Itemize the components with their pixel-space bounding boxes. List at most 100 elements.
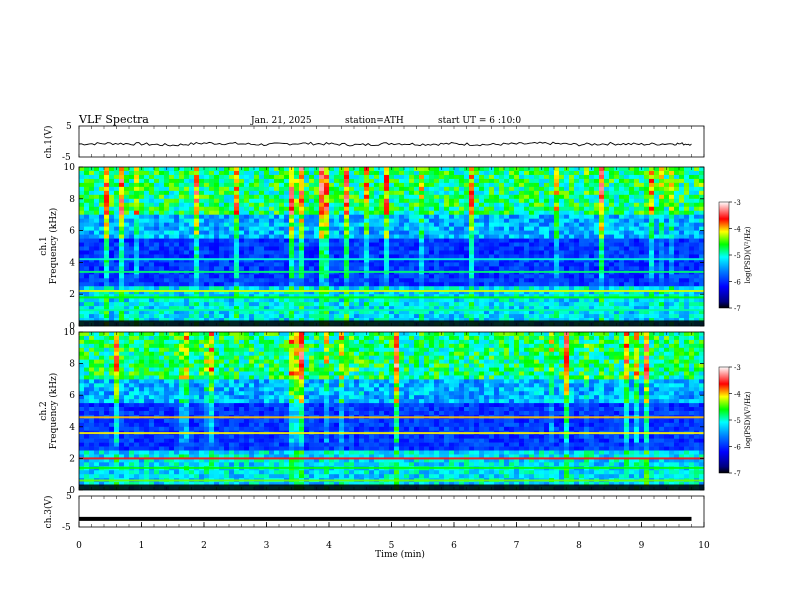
spectrogram-cell [429,230,435,235]
spectrogram-cell [324,210,330,215]
spectrogram-cell [514,302,520,307]
spectrogram-cell [104,186,110,192]
spectrogram-cell [219,310,225,315]
spectrogram-cell [559,198,565,204]
spectrogram-cell [99,282,105,287]
spectrogram-cell [639,266,645,271]
spectrogram-cell [519,266,525,271]
spectrogram-cell [494,246,500,251]
spectrogram-cell [194,310,200,315]
spectrogram-cell [639,246,645,251]
spectrogram-cell [294,274,300,279]
spectrogram-cell [329,286,335,291]
spectrogram-cell [369,258,375,263]
spectrogram-cell [459,318,465,323]
spectrogram-cell [629,222,635,227]
spectrogram-cell [609,178,615,184]
spectrogram-cell [664,238,670,243]
spectrogram-cell [664,190,670,196]
spectrogram-cell [379,182,385,188]
spectrogram-cell [634,282,640,287]
spectrogram-cell [254,278,260,283]
spectrogram-cell [609,314,615,319]
spectrogram-cell [384,294,390,299]
spectrogram-cell [239,246,245,251]
spectrogram-cell [659,182,665,188]
spectrogram-cell [399,242,405,247]
spectrogram-cell [209,246,215,251]
spectrogram-cell [669,230,675,235]
spectrogram-cell [199,282,205,287]
spectrogram-cell [384,210,390,215]
spectrogram-cell [534,222,540,227]
spectrogram-cell [109,286,115,291]
spectrogram-cell [244,306,250,311]
spectrogram-cell [469,210,475,215]
spectrogram-cell [414,258,420,263]
spectrogram-cell [594,274,600,279]
spectrogram-cell [189,182,195,188]
spectrogram-cell [344,190,350,196]
spectrogram-cell [154,210,160,215]
spectrogram-cell [269,274,275,279]
spectrogram-cell [79,182,85,188]
spectrogram-cell [244,274,250,279]
spectrogram-cell [259,174,265,180]
spectrogram-cell [259,278,265,283]
spectrogram-cell [514,210,520,215]
spectrogram-cell [89,246,95,251]
spectrogram-cell [374,226,380,231]
spectrogram-cell [359,314,365,319]
spectrogram-cell [519,218,525,223]
spectrogram-cell [334,234,340,239]
spectrogram-cell [159,222,165,227]
spectrogram-cell [164,178,170,184]
spectrogram-cell [579,254,585,259]
spectrogram-cell [204,290,210,295]
spectrogram-cell [419,310,425,315]
spectrogram-cell [104,282,110,287]
spectrogram-cell [109,178,115,184]
spectrogram-cell [539,282,545,287]
spectrogram-cell [179,230,185,235]
spectrogram-cell [694,290,700,295]
spectrogram-cell [169,202,175,208]
spectrogram-cell [654,286,660,291]
spectrogram-cell [629,314,635,319]
spectrogram-cell [124,206,130,212]
spectrogram-cell [339,302,345,307]
spectrogram-cell [664,294,670,299]
spectrogram-cell [579,298,585,303]
spectrogram-cell [329,310,335,315]
spectrogram-cell [604,294,610,299]
spectrogram-cell [424,318,430,323]
spectrogram-cell [679,246,685,251]
spectrogram-cell [164,318,170,323]
spectrogram-cell [699,238,705,243]
spectrogram-cell [519,314,525,319]
spectrogram-cell [434,314,440,319]
spectrogram-cell [144,318,150,323]
spectrogram-cell [659,266,665,271]
spectrogram-cell [379,206,385,212]
spectrogram-cell [479,238,485,243]
spectrogram-cell [554,290,560,295]
spectrogram-cell [699,258,705,263]
spectrogram-cell [659,278,665,283]
spectrogram-cell [209,302,215,307]
spectrogram-cell [614,258,620,263]
spectrogram-cell [324,302,330,307]
spectrogram-cell [439,302,445,307]
spectrogram-cell [119,194,125,200]
spectrogram-cell [194,230,200,235]
spectrogram-cell [189,214,195,219]
spectrogram-cell [404,314,410,319]
spectrogram-cell [669,318,675,323]
spectrogram-cell [339,202,345,208]
spectrogram-cell [569,250,575,255]
spectrogram-cell [344,222,350,227]
spectrogram-cell [99,214,105,219]
spectrogram-cell [384,274,390,279]
spectrogram-cell [134,170,140,176]
spectrogram-cell [524,306,530,311]
